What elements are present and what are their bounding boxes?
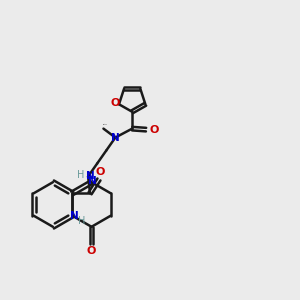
Text: H: H [77, 169, 85, 179]
Text: O: O [110, 98, 120, 108]
Text: N: N [70, 211, 79, 220]
Text: N: N [111, 133, 120, 142]
Text: O: O [149, 124, 158, 135]
Text: N: N [86, 170, 94, 181]
Text: O: O [87, 246, 96, 256]
Text: H: H [78, 216, 86, 226]
Text: N: N [88, 176, 97, 186]
Text: methyl: methyl [103, 123, 107, 125]
Text: O: O [95, 167, 105, 178]
